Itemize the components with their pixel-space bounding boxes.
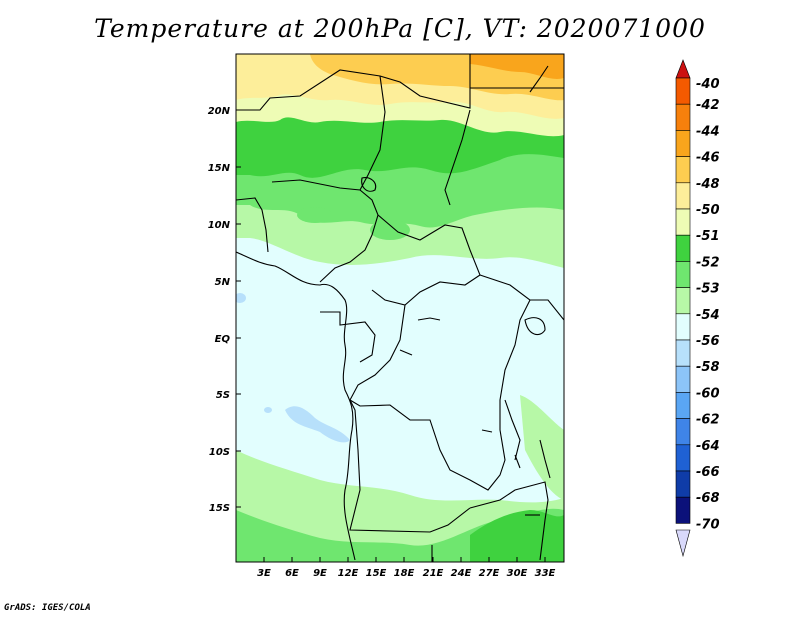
legend-bottom-arrow bbox=[675, 529, 691, 558]
legend-label-14: -64 bbox=[696, 439, 720, 454]
legend-swatch-14 bbox=[675, 418, 691, 446]
lon-label-9e: 9E bbox=[313, 568, 327, 579]
lon-label-3e: 3E bbox=[257, 568, 271, 579]
legend-swatch-12 bbox=[675, 365, 691, 393]
legend-label-3: -46 bbox=[696, 151, 720, 166]
patch-minus-53-a bbox=[370, 220, 410, 240]
legend-swatch-16 bbox=[675, 470, 691, 498]
legend-label-5: -50 bbox=[696, 203, 720, 218]
patch-minus-53-b bbox=[297, 207, 333, 223]
lake-malawi bbox=[539, 439, 551, 479]
latitude-axis: 20N 15N 10N 5N EQ 5S 10S 15S bbox=[208, 106, 241, 514]
legend-swatch-6 bbox=[675, 208, 691, 236]
legend-label-2: -44 bbox=[696, 124, 720, 139]
lat-label-5n: 5N bbox=[215, 277, 231, 288]
band-minus-51-south bbox=[470, 510, 564, 562]
border-drc bbox=[349, 274, 531, 491]
credit-text: GrADS: IGES/COLA bbox=[4, 603, 91, 613]
river-segment-d bbox=[514, 454, 521, 469]
longitude-axis: 3E 6E 9E 12E 15E 18E 21E 24E 27E 30E 33E bbox=[257, 557, 556, 579]
legend-label-16: -68 bbox=[696, 491, 720, 506]
lon-label-30e: 30E bbox=[507, 568, 528, 579]
border-angola bbox=[349, 399, 471, 533]
band-minus-46 bbox=[470, 54, 564, 79]
legend-label-11: -58 bbox=[696, 360, 720, 375]
patch-minus-56-c bbox=[264, 407, 272, 413]
legend-label-7: -52 bbox=[696, 255, 720, 270]
legend-swatch-10 bbox=[675, 313, 691, 341]
legend-swatch-17 bbox=[675, 496, 691, 524]
legend-swatch-1 bbox=[675, 77, 691, 105]
lon-label-24e: 24E bbox=[451, 568, 472, 579]
river-segment-b bbox=[399, 349, 413, 356]
lake-tanganyika bbox=[504, 399, 521, 461]
temperature-field bbox=[236, 54, 564, 562]
border-east bbox=[530, 299, 564, 321]
country-borders bbox=[236, 54, 564, 562]
legend-boxes bbox=[675, 77, 691, 524]
lon-label-15e: 15E bbox=[366, 568, 387, 579]
lat-label-10s: 10S bbox=[209, 447, 230, 458]
border-ghana bbox=[236, 197, 269, 253]
legend-label-15: -66 bbox=[696, 465, 720, 480]
lat-label-eq: EQ bbox=[215, 334, 231, 345]
lat-label-5s: 5S bbox=[216, 390, 230, 401]
legend-swatch-2 bbox=[675, 103, 691, 131]
legend-label-4: -48 bbox=[696, 177, 720, 192]
border-north bbox=[236, 54, 471, 111]
legend-label-0: -40 bbox=[696, 77, 720, 92]
border-sudan-chad bbox=[444, 109, 471, 206]
river-segment-c bbox=[481, 429, 493, 433]
legend-label-8: -53 bbox=[696, 282, 720, 297]
legend-label-10: -56 bbox=[696, 334, 720, 349]
legend-swatch-15 bbox=[675, 444, 691, 472]
lat-label-15n: 15N bbox=[208, 163, 231, 174]
color-legend: -40 -42 -44 -46 -48 -50 -51 -52 -53 -54 -56 -58 -60 -… bbox=[675, 59, 720, 558]
border-gabon bbox=[320, 311, 376, 363]
legend-label-6: -51 bbox=[696, 229, 720, 244]
red-sea-coast bbox=[529, 65, 549, 93]
legend-swatch-7 bbox=[675, 234, 691, 262]
legend-label-9: -54 bbox=[696, 308, 720, 323]
lon-label-27e: 27E bbox=[479, 568, 500, 579]
map-title: Temperature at 200hPa [C], VT: 202007100… bbox=[94, 14, 706, 43]
legend-swatch-13 bbox=[675, 392, 691, 419]
border-chad-niger bbox=[359, 75, 386, 191]
legend-swatch-9 bbox=[675, 287, 691, 315]
lon-label-33e: 33E bbox=[535, 568, 556, 579]
lat-label-10n: 10N bbox=[208, 220, 231, 231]
map-frame bbox=[235, 53, 565, 563]
legend-swatch-8 bbox=[675, 261, 691, 288]
lake-chad bbox=[361, 177, 377, 192]
lon-label-21e: 21E bbox=[423, 568, 444, 579]
legend-label-17: -70 bbox=[696, 517, 720, 532]
lake-victoria bbox=[524, 317, 546, 336]
patch-minus-56-b bbox=[236, 293, 246, 303]
legend-top-arrow bbox=[675, 59, 691, 79]
legend-swatch-5 bbox=[675, 182, 691, 210]
lat-label-15s: 15S bbox=[209, 503, 230, 514]
legend-swatch-11 bbox=[675, 339, 691, 367]
patch-minus-56-a bbox=[285, 406, 350, 443]
legend-label-13: -62 bbox=[696, 413, 720, 428]
lon-label-6e: 6E bbox=[285, 568, 299, 579]
lon-label-18e: 18E bbox=[394, 568, 415, 579]
legend-swatch-4 bbox=[675, 156, 691, 184]
lat-label-20n: 20N bbox=[208, 106, 231, 117]
legend-label-1: -42 bbox=[696, 98, 720, 113]
river-segment-a bbox=[417, 317, 441, 321]
border-zambia bbox=[469, 481, 549, 561]
legend-swatch-3 bbox=[675, 130, 691, 157]
lon-label-12e: 12E bbox=[338, 568, 359, 579]
coastline-west-africa bbox=[236, 251, 356, 561]
legend-label-12: -60 bbox=[696, 386, 720, 401]
